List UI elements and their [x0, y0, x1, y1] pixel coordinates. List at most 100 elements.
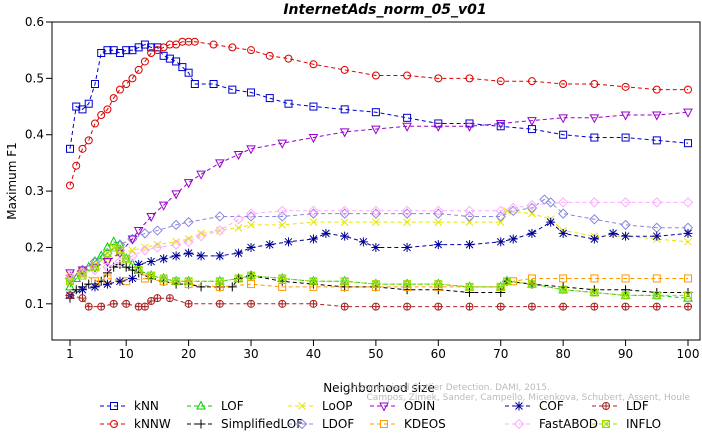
x-tick-label: 1	[66, 347, 74, 361]
data-point-cof	[496, 237, 506, 247]
data-point-inflo	[340, 277, 349, 286]
data-point-loop	[372, 218, 380, 226]
data-point-inflo	[652, 291, 661, 300]
data-point-knn	[72, 102, 81, 111]
data-point-knn	[78, 105, 87, 114]
data-point-knnw	[465, 74, 474, 83]
data-point-ldf	[140, 302, 149, 311]
data-point-cof	[246, 242, 256, 252]
data-point-knnw	[109, 94, 118, 103]
y-tick-label: 0.2	[25, 240, 44, 254]
legend-item-kdeos: KDEOS	[370, 417, 446, 431]
series-knn	[66, 40, 692, 153]
data-point-inflo	[122, 254, 131, 263]
data-point-cof	[146, 257, 156, 267]
data-point-cof	[127, 273, 137, 283]
data-point-knn	[496, 122, 505, 131]
data-point-ldof	[170, 219, 182, 231]
data-point-odin	[495, 119, 506, 130]
data-point-knn	[403, 113, 412, 122]
data-point-ldof	[152, 225, 163, 236]
data-point-kdeos	[559, 274, 568, 283]
series-line-odin	[69, 111, 689, 274]
legend-marker	[110, 420, 118, 428]
data-point-kdeos	[509, 277, 518, 286]
legend-label: SimplifiedLOF	[221, 417, 303, 431]
data-point-odin	[651, 111, 662, 121]
data-point-fastabod	[464, 205, 475, 217]
legend-label: kNNW	[134, 417, 171, 431]
data-point-lof	[96, 250, 107, 260]
x-tick-label: 70	[493, 347, 508, 361]
data-point-odin	[196, 170, 206, 180]
x-tick-label: 10	[119, 347, 134, 361]
data-point-knn	[184, 68, 193, 77]
data-point-knnw	[134, 65, 143, 74]
data-point-odin	[339, 128, 350, 138]
legend-item-simplifiedlof: SimplifiedLOF	[187, 417, 303, 431]
data-point-kdeos	[590, 274, 599, 283]
data-point-fastabod	[589, 197, 600, 208]
data-point-cof	[184, 248, 194, 258]
data-point-inflo	[159, 274, 168, 283]
legend-label: COF	[539, 399, 564, 413]
x-tick-label: 100	[677, 347, 700, 361]
data-point-knn	[309, 102, 318, 111]
data-point-knnw	[434, 74, 443, 83]
y-tick-label: 0.4	[25, 128, 44, 142]
x-axis-label: Neighborhood size	[323, 381, 435, 395]
data-point-odin	[102, 258, 113, 268]
series-layer	[64, 37, 694, 311]
data-point-loop	[684, 237, 692, 246]
data-point-kdeos	[247, 280, 256, 289]
data-point-cof	[433, 240, 443, 250]
data-point-fastabod	[64, 270, 76, 281]
data-point-knn	[172, 57, 181, 66]
x-tick-label: 40	[306, 347, 321, 361]
data-point-fastabod	[277, 205, 288, 217]
series-cof	[65, 217, 693, 300]
data-point-knnw	[652, 85, 661, 94]
data-point-odin	[558, 114, 568, 124]
data-point-fastabod	[195, 230, 207, 242]
data-point-cof	[283, 237, 293, 247]
data-point-lof	[65, 281, 75, 291]
data-point-knnw	[621, 82, 630, 91]
legend-item-fastabod: FastABOD	[505, 417, 598, 431]
data-point-knnw	[66, 181, 74, 190]
data-point-ldof	[214, 211, 226, 222]
data-point-cof	[358, 237, 368, 247]
data-point-cof	[159, 254, 169, 264]
data-point-knn	[559, 130, 568, 139]
y-tick-label: 0.1	[25, 297, 44, 311]
legend-item-inflo: INFLO	[592, 417, 661, 431]
data-point-ldof	[495, 211, 506, 222]
data-point-fastabod	[370, 205, 382, 217]
data-point-fastabod	[245, 208, 257, 219]
legend-item-knnw: kNNW	[100, 417, 171, 431]
data-point-ldof	[139, 228, 151, 239]
x-tick-label: 90	[618, 347, 633, 361]
data-point-knnw	[190, 37, 199, 46]
data-point-inflo	[134, 266, 143, 274]
data-point-ldf	[371, 302, 380, 311]
data-point-odin	[214, 159, 225, 169]
data-point-cof	[308, 234, 318, 244]
legend-label: LOF	[221, 399, 244, 413]
series-line-fastabod	[69, 201, 688, 277]
legend-label: LDOF	[322, 417, 354, 431]
data-point-knnw	[309, 60, 318, 69]
x-axis: 1 10 20 30 40 50 60 70 80 90 100	[66, 339, 700, 361]
legend-marker	[602, 402, 611, 410]
y-axis-label: Maximum F1	[5, 142, 19, 219]
data-point-fastabod	[77, 267, 88, 279]
data-point-knn	[165, 54, 174, 63]
data-point-loop	[496, 218, 505, 226]
data-point-ldf	[122, 299, 131, 308]
data-point-inflo	[66, 277, 74, 286]
data-point-knn	[140, 40, 149, 49]
data-point-knnw	[590, 80, 599, 88]
data-point-cof	[652, 231, 662, 241]
data-point-cof	[683, 228, 693, 238]
